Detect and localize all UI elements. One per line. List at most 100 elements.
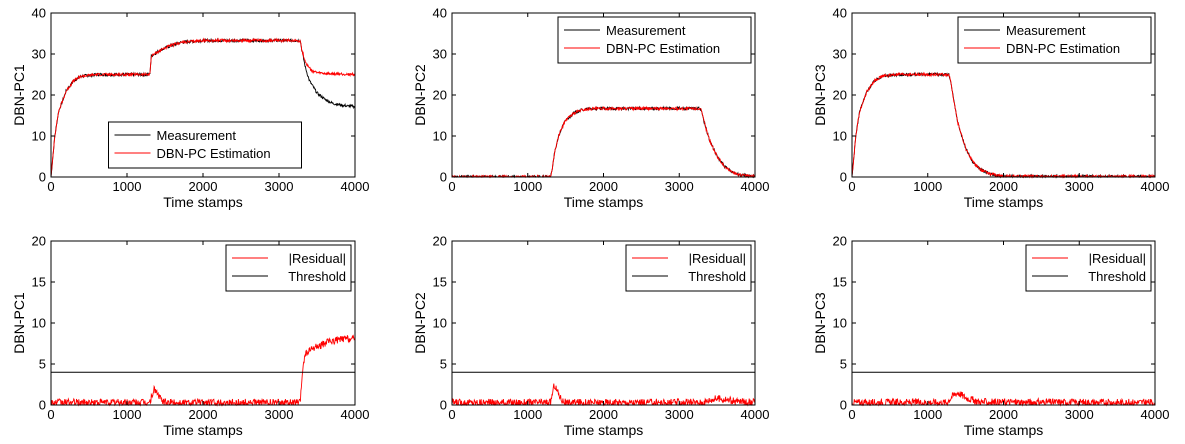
x-tick-label: 2000 [189,179,218,194]
x-tick-label: 4000 [1141,407,1170,422]
y-tick-label: 5 [440,357,447,372]
legend-entry: Threshold [288,269,346,284]
x-axis-label: Time stamps [163,422,243,438]
y-tick-label: 40 [32,6,46,21]
x-tick-label: 3000 [665,407,694,422]
y-tick-label: 20 [433,88,447,103]
subplot-3: 0 1000 2000 3000 4000 0 10 20 30 40 Time stamps DBN… [812,6,1169,211]
legend-entry: DBN-PC Estimation [606,41,720,56]
legend-entry: Measurement [157,128,237,143]
y-tick-label: 20 [833,234,847,249]
legend-entry: |Residual| [689,251,746,266]
legend-entry: DBN-PC Estimation [157,146,271,161]
y-tick-label: 30 [833,47,847,62]
y-tick-label: 0 [440,170,447,185]
x-tick-label: 2000 [989,407,1018,422]
y-tick-label: 30 [32,47,46,62]
y-axis-label: DBN-PC3 [812,64,828,126]
y-tick-label: 15 [433,275,447,290]
y-tick-label: 0 [840,170,847,185]
x-tick-label: 3000 [265,407,294,422]
y-axis-label: DBN-PC2 [412,64,428,126]
legend-box [625,244,752,292]
subplot-6: 0 1000 2000 3000 4000 0 5 10 15 20 Time stamps DBN-… [812,234,1169,439]
x-axis-label: Time stamps [163,194,243,210]
y-tick-label: 0 [840,398,847,413]
legend-box [557,16,752,64]
x-tick-label: 4000 [341,407,370,422]
y-tick-label: 5 [39,357,46,372]
y-tick-label: 30 [433,47,447,62]
legend: |Residual| Threshold [625,244,752,292]
x-tick-label: 2000 [589,407,618,422]
y-tick-label: 15 [833,275,847,290]
y-tick-label: 20 [433,234,447,249]
legend-entry: Measurement [606,23,686,38]
x-tick-label: 4000 [741,407,770,422]
y-axis-label: DBN-PC2 [412,292,428,354]
x-axis-label: Time stamps [564,194,644,210]
x-tick-label: 0 [848,407,855,422]
subplot-5: 0 1000 2000 3000 4000 0 5 10 15 20 Time stamps DBN-… [412,234,769,439]
y-tick-label: 10 [32,129,46,144]
x-tick-label: 2000 [189,407,218,422]
legend-box [225,244,352,292]
legend-entry: Measurement [1006,23,1086,38]
x-axis-label: Time stamps [964,194,1044,210]
y-tick-label: 15 [32,275,46,290]
x-tick-label: 1000 [113,179,142,194]
y-tick-label: 10 [833,129,847,144]
x-axis-label: Time stamps [964,422,1044,438]
x-tick-label: 1000 [913,407,942,422]
y-tick-label: 20 [833,88,847,103]
x-tick-label: 1000 [513,179,542,194]
x-tick-label: 0 [448,179,455,194]
x-tick-label: 4000 [741,179,770,194]
x-tick-label: 3000 [665,179,694,194]
subplot-4: 0 1000 2000 3000 4000 0 5 10 15 20 Time stamps DBN-… [11,234,369,439]
series-line-dbn-pc-estimation [452,105,756,179]
x-tick-label: 4000 [341,179,370,194]
y-axis-label: DBN-PC1 [11,64,27,126]
x-tick-label: 3000 [265,179,294,194]
x-tick-label: 1000 [913,179,942,194]
legend: Measurement DBN-PC Estimation [957,16,1152,64]
x-tick-label: 0 [47,407,54,422]
series-line-dbn-pc-estimation [50,37,356,178]
subplot-2: 0 1000 2000 3000 4000 0 10 20 30 40 Time stamps DBN… [412,6,769,211]
x-tick-label: 0 [848,179,855,194]
legend-entry: |Residual| [1089,251,1146,266]
y-tick-label: 40 [433,6,447,21]
x-tick-label: 0 [448,407,455,422]
legend: Measurement DBN-PC Estimation [108,121,302,169]
subplot-1: 0 1000 2000 3000 4000 0 10 20 30 40 Time stamps DBN… [11,6,369,211]
legend: Measurement DBN-PC Estimation [557,16,752,64]
legend-entry: DBN-PC Estimation [1006,41,1120,56]
x-tick-label: 1000 [113,407,142,422]
y-tick-label: 0 [39,170,46,185]
y-tick-label: 10 [433,129,447,144]
x-tick-label: 2000 [589,179,618,194]
legend: |Residual| Threshold [225,244,352,292]
y-tick-label: 5 [840,357,847,372]
x-tick-label: 1000 [513,407,542,422]
y-tick-label: 40 [833,6,847,21]
x-tick-label: 2000 [989,179,1018,194]
y-tick-label: 0 [39,398,46,413]
y-tick-label: 10 [32,316,46,331]
legend-entry: |Residual| [289,251,346,266]
y-tick-label: 10 [833,316,847,331]
legend: |Residual| Threshold [1025,244,1152,292]
y-axis-label: DBN-PC1 [11,292,27,354]
x-axis-label: Time stamps [564,422,644,438]
y-tick-label: 20 [32,234,46,249]
legend-box [957,16,1152,64]
y-tick-label: 10 [433,316,447,331]
legend-box [1025,244,1152,292]
y-axis-label: DBN-PC3 [812,292,828,354]
x-tick-label: 3000 [1065,179,1094,194]
legend-entry: Threshold [1088,269,1146,284]
y-tick-label: 0 [440,398,447,413]
legend-entry: Threshold [688,269,746,284]
